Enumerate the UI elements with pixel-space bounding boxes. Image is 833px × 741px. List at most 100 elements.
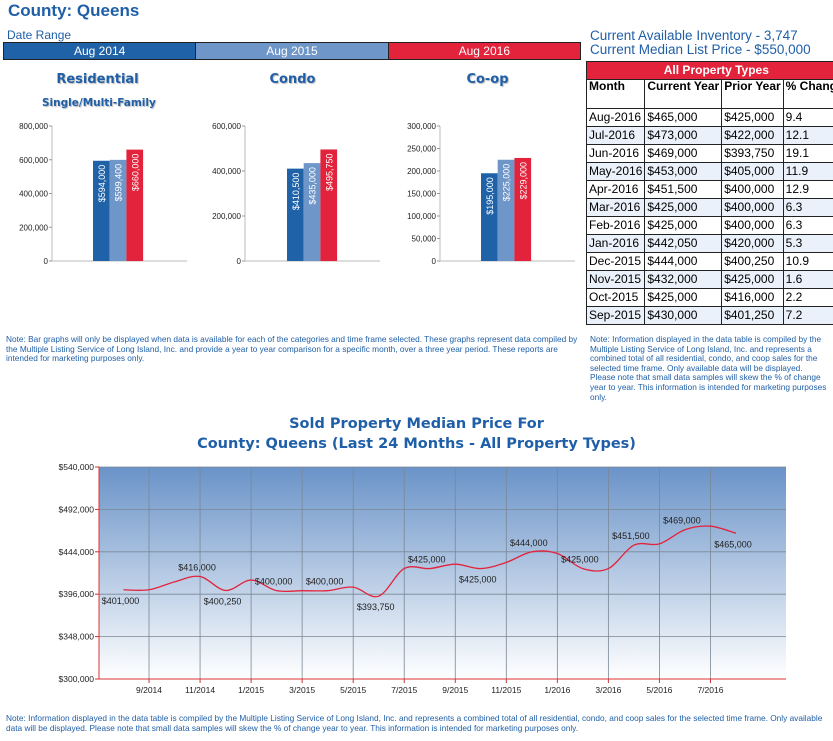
y-tick-label: 600,000	[212, 122, 241, 131]
table-cell: $393,750	[721, 144, 784, 163]
bar	[514, 157, 532, 261]
data-label: $444,000	[510, 538, 548, 548]
data-table: All Property Types Month Current Year Prio…	[585, 61, 833, 325]
bar	[303, 163, 321, 261]
footer-note: Note: Information displayed in the data …	[6, 713, 823, 733]
y-tick-label: 100,000	[407, 212, 436, 221]
table-cell: $400,000	[721, 198, 784, 217]
bar	[481, 173, 498, 261]
coop-title: Co-op	[466, 72, 509, 87]
table-cell: $469,000	[644, 144, 723, 163]
bar-value-label: $410,500	[291, 173, 301, 211]
bar	[287, 168, 304, 261]
table-cell: $473,000	[644, 126, 723, 145]
residential-subtitle: Single/Multi-Family	[42, 97, 156, 109]
x-tick-label: 5/2015	[340, 685, 366, 695]
table-cell: $416,000	[721, 288, 784, 307]
x-tick-label: 1/2015	[238, 685, 264, 695]
table-cell: $422,000	[721, 126, 784, 145]
y-tick-label: $396,000	[59, 589, 95, 599]
y-tick-label: 800,000	[19, 122, 48, 131]
x-tick-label: 3/2016	[595, 685, 621, 695]
line-chart-title-line1: Sold Property Median Price For	[289, 416, 544, 432]
date-range-2015: Aug 2015	[196, 43, 389, 59]
x-tick-label: 7/2016	[697, 685, 723, 695]
table-cell: Dec-2015	[585, 252, 646, 271]
bar	[497, 159, 515, 261]
data-label: $425,000	[408, 555, 446, 565]
bar	[320, 149, 338, 261]
bar-charts: 0 200,000 400,000 600,000 800,000 $594,000 $59…	[19, 122, 575, 266]
y-tick-label: 200,000	[407, 167, 436, 176]
table-row: Nov-2015 $432,000 $425,000 1.6	[585, 270, 833, 289]
table-cell: Apr-2016	[585, 180, 646, 199]
table-row: Apr-2016 $451,500 $400,000 12.9	[585, 180, 833, 199]
table-cell: $425,000	[721, 108, 784, 127]
table-cell: $425,000	[644, 216, 723, 235]
bar	[93, 160, 110, 261]
table-cell: 6.3	[782, 198, 833, 217]
line-chart-title-line2: County: Queens (Last 24 Months - All Pro…	[197, 436, 636, 452]
table-cell: Aug-2016	[585, 108, 646, 127]
table-title: All Property Types	[586, 61, 833, 80]
table-note: Note: Information displayed in the data …	[590, 334, 827, 402]
table-cell: $425,000	[644, 288, 723, 307]
table-row: Feb-2016 $425,000 $400,000 6.3	[585, 216, 833, 235]
date-range-legend: Aug 2014 Aug 2015 Aug 2016	[3, 42, 581, 60]
x-tick-label: 11/2014	[185, 685, 215, 695]
y-tick-label: 0	[432, 257, 437, 266]
y-tick-label: 50,000	[412, 235, 437, 244]
bar-value-label: $594,000	[97, 165, 107, 203]
x-tick-label: 9/2014	[136, 685, 162, 695]
residential-title: Residential	[56, 72, 139, 87]
bar-value-label: $495,750	[324, 153, 334, 191]
table-row: Jun-2016 $469,000 $393,750 19.1	[585, 144, 833, 163]
table-cell: $465,000	[644, 108, 723, 127]
data-label: $425,000	[459, 575, 497, 585]
table-cell: $432,000	[644, 270, 723, 289]
line-chart: $300,000 $348,000 $396,000 $444,000 $492,000…	[59, 462, 786, 695]
x-tick-label: 9/2015	[442, 685, 468, 695]
bar-graph-note: Note: Bar graphs will only be displayed …	[6, 334, 578, 364]
table-row: Aug-2016 $465,000 $425,000 9.4	[585, 108, 833, 127]
series-line	[123, 525, 737, 598]
data-label: $451,500	[612, 531, 650, 541]
y-tick-label: $444,000	[59, 547, 95, 557]
table-cell: $400,250	[721, 252, 784, 271]
table-cell: Jun-2016	[585, 144, 646, 163]
data-label: $401,000	[102, 596, 140, 606]
bar-value-label: $195,000	[485, 177, 495, 215]
table-cell: 9.4	[782, 108, 833, 127]
y-tick-label: 150,000	[407, 190, 436, 199]
x-tick-label: 11/2015	[491, 685, 521, 695]
current-inventory: Current Available Inventory - 3,747	[590, 28, 798, 43]
current-median-list-price: Current Median List Price - $550,000	[590, 42, 811, 57]
page-title: County: Queens	[8, 1, 140, 20]
bar-value-label: $229,000	[518, 162, 528, 200]
table-row: Mar-2016 $425,000 $400,000 6.3	[585, 198, 833, 217]
bar-value-label: $660,000	[130, 154, 140, 192]
x-tick-label: 3/2015	[289, 685, 315, 695]
table-cell: $453,000	[644, 162, 723, 181]
bar	[126, 149, 144, 261]
table-cell: 2.2	[782, 288, 833, 307]
table-cell: $425,000	[721, 270, 784, 289]
y-tick-label: 0	[44, 257, 49, 266]
table-cell: Mar-2016	[585, 198, 646, 217]
bar-value-label: $435,000	[308, 167, 318, 205]
date-range-2014: Aug 2014	[4, 43, 197, 59]
plot-area	[99, 467, 786, 679]
table-cell: Jan-2016	[585, 234, 646, 253]
x-tick-label: 7/2015	[391, 685, 417, 695]
data-label: $416,000	[178, 563, 216, 573]
x-tick-label: 5/2016	[646, 685, 672, 695]
table-cell: May-2016	[585, 162, 646, 181]
table-cell: $405,000	[721, 162, 784, 181]
y-tick-label: 400,000	[212, 167, 241, 176]
y-tick-label: $348,000	[59, 632, 95, 642]
bar-value-label: $599,400	[114, 164, 124, 202]
table-cell: 5.3	[782, 234, 833, 253]
table-cell: Feb-2016	[585, 216, 646, 235]
y-tick-label: 250,000	[407, 145, 436, 154]
column-header: Month	[585, 79, 646, 109]
